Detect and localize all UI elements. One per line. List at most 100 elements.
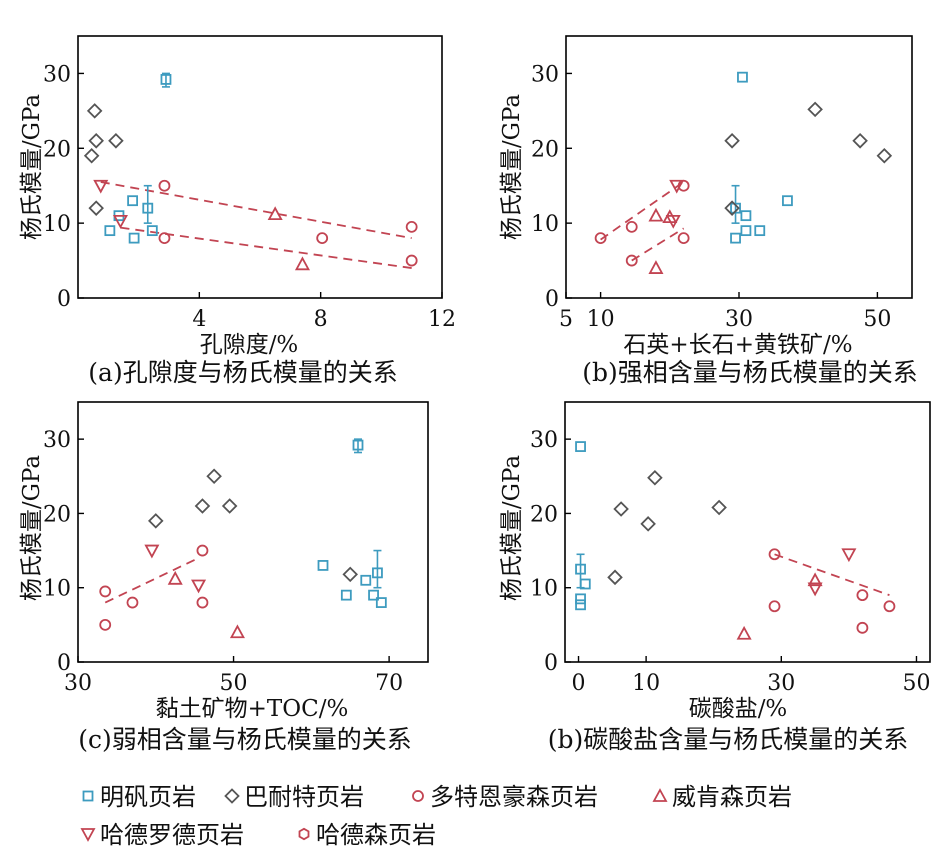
x-tick-label: 12 [428,307,456,332]
data-point [104,225,116,237]
legend-label: 哈德森页岩 [316,821,436,849]
y-tick-label: 20 [43,502,71,527]
trend-line [631,227,685,262]
legend-label: 哈德罗德页岩 [100,821,244,849]
data-point [158,179,171,192]
data-point [317,560,329,571]
data-point [294,256,310,271]
series-triangle-down [807,548,857,597]
panel-caption: (a)孔隙度与杨氏模量的关系 [88,358,397,387]
data-point [375,597,387,608]
x-axis-label: 孔隙度/% [200,332,299,358]
data-point [196,596,209,609]
y-tick-label: 10 [530,577,558,602]
legend-marker-triangle-up [652,788,668,802]
y-tick-label: 30 [43,62,71,87]
x-axis-label: 碳酸盐/% [689,696,788,722]
data-point [575,441,586,452]
plot-frame [77,401,429,663]
data-point [158,232,171,245]
legend-marker-circle [412,790,424,802]
legend-marker-triangle-down [80,828,96,842]
data-point [736,625,752,640]
chart-panel-3: 0 10 20 30 30 50 70 黏土矿物+TOC/% 杨氏模量/GPa (c)弱相含量与杨… [19,401,429,754]
data-point [640,516,656,532]
data-point [88,133,104,149]
series-circle [99,544,209,631]
y-tick-label: 20 [531,137,559,162]
y-axis-label: 杨氏模量/GPa [19,94,45,241]
data-point [86,103,103,119]
y-tick-label: 10 [43,212,71,237]
legend-item: 哈德森页岩 [298,821,436,849]
series-square [575,441,591,611]
data-point [127,195,139,207]
x-tick-label: 50 [220,671,248,696]
series-circle [158,179,418,267]
data-point [625,220,638,233]
data-point [221,498,238,514]
data-point [852,133,868,149]
data-point [841,548,857,563]
data-point [146,225,158,237]
chart-panel-1: 0 10 20 30 4 8 12 孔隙度/% 杨氏模量/GPa (a)孔隙度与杨氏模量的关系 [19,35,456,387]
data-point [856,589,869,602]
trend-line [104,557,199,604]
data-point [724,133,740,149]
x-axis-label: 石英+长石+黄铁矿/% [623,332,852,358]
y-tick-label: 0 [544,651,558,676]
data-point [782,195,793,207]
trend-line [600,181,685,241]
legend-item: 明矾页岩 [82,783,196,811]
x-tick-label: 4 [192,307,206,332]
data-point [807,582,823,597]
y-tick-label: 30 [530,428,558,453]
y-tick-label: 0 [57,287,71,312]
y-axis-label: 杨氏模量/GPa [19,455,45,602]
legend-label: 威肯森页岩 [672,783,792,811]
data-point [99,618,112,631]
data-point [352,439,364,451]
x-tick-label: 10 [632,671,660,696]
data-point [405,254,418,267]
data-point [267,206,283,221]
data-point [711,499,727,516]
y-tick-label: 0 [57,651,71,676]
x-tick-label: 50 [863,307,891,332]
legend-marker-hexagon [298,827,310,841]
x-tick-label: 5 [559,307,573,332]
data-point [724,200,740,216]
data-point [607,569,623,586]
x-tick-label: 10 [587,307,615,332]
data-point [647,469,663,486]
data-point [730,202,741,214]
data-point [856,621,869,634]
x-tick-label: 0 [572,671,586,696]
data-point [405,220,418,233]
series-diamond [83,103,124,216]
data-point [316,232,329,245]
plot-frame [564,401,931,663]
legend-marker-square [82,790,94,802]
legend-marker-diamond [224,788,240,804]
x-tick-label: 50 [902,671,930,696]
legend-item: 哈德罗德页岩 [80,821,244,849]
plot-frame [565,35,913,299]
series-triangle-down [665,179,685,229]
x-tick-label: 30 [767,671,795,696]
series-diamond [607,469,727,586]
y-axis-label: 杨氏模量/GPa [499,455,525,602]
data-point [648,207,664,222]
data-point [579,578,591,590]
data-point [648,260,664,274]
series-triangle-down [93,179,128,229]
series-square [104,72,172,244]
data-point [342,566,358,583]
data-point [126,596,139,609]
y-tick-label: 20 [530,502,558,527]
data-point [625,254,638,267]
panel-caption: (b)强相含量与杨氏模量的关系 [582,358,918,387]
series-circle [594,179,690,267]
data-point [196,544,209,557]
